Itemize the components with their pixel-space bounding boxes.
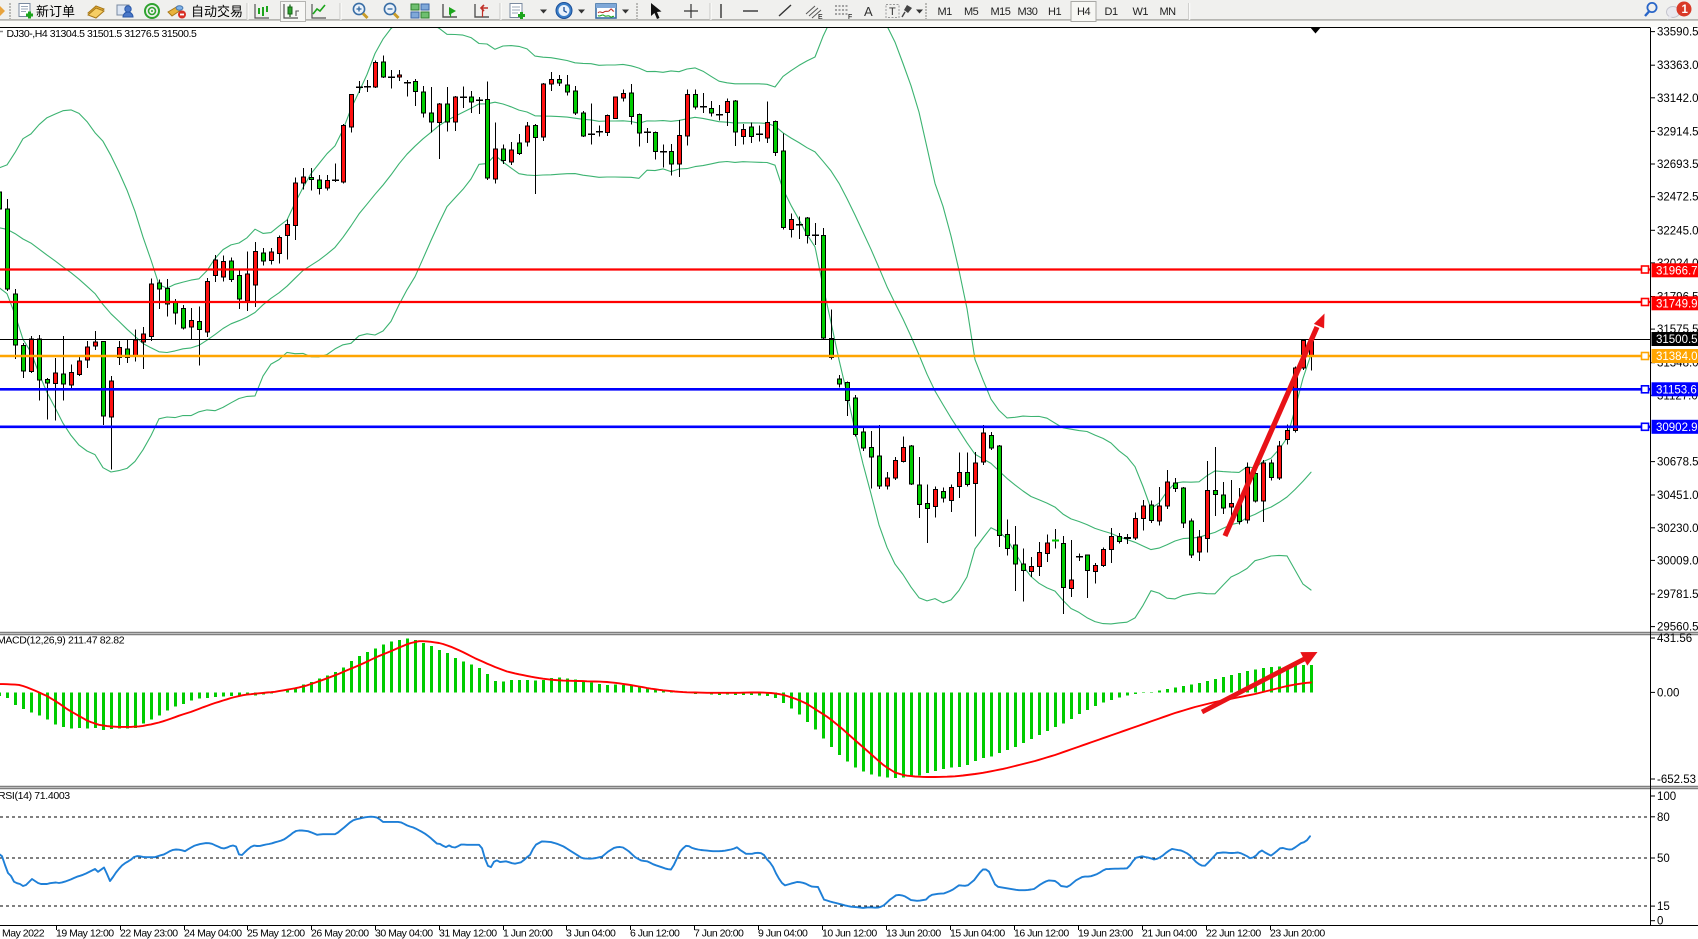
svg-text:10 Jun 12:00: 10 Jun 12:00 <box>822 928 877 939</box>
svg-text:31384.0: 31384.0 <box>1656 351 1698 363</box>
svg-text:30 May 04:00: 30 May 04:00 <box>375 928 433 939</box>
svg-text:30902.9: 30902.9 <box>1656 422 1698 434</box>
svg-text:24 May 04:00: 24 May 04:00 <box>184 928 242 939</box>
svg-text:23 Jun 20:00: 23 Jun 20:00 <box>1270 928 1325 939</box>
svg-text:32245.0: 32245.0 <box>1657 225 1698 237</box>
svg-text:May 2022: May 2022 <box>2 928 45 939</box>
svg-text:H4: H4 <box>1077 6 1090 18</box>
svg-text:19 Jun 23:00: 19 Jun 23:00 <box>1078 928 1133 939</box>
svg-text:D1: D1 <box>1105 6 1118 18</box>
svg-text:31 May 12:00: 31 May 12:00 <box>439 928 497 939</box>
svg-text:29560.5: 29560.5 <box>1657 622 1698 634</box>
svg-text:3 Jun 04:00: 3 Jun 04:00 <box>566 928 616 939</box>
svg-text:33363.0: 33363.0 <box>1657 60 1698 72</box>
svg-text:-652.53: -652.53 <box>1657 774 1696 786</box>
svg-text:31500.5: 31500.5 <box>1656 334 1698 346</box>
svg-text:0.00: 0.00 <box>1657 687 1679 699</box>
svg-text:30678.5: 30678.5 <box>1657 457 1698 469</box>
svg-text:25 May 12:00: 25 May 12:00 <box>247 928 305 939</box>
svg-text:30451.0: 30451.0 <box>1657 490 1698 502</box>
svg-text:32472.5: 32472.5 <box>1657 192 1698 204</box>
svg-text:31966.7: 31966.7 <box>1656 265 1698 277</box>
svg-text:7 Jun 20:00: 7 Jun 20:00 <box>694 928 744 939</box>
svg-text:9 Jun 04:00: 9 Jun 04:00 <box>758 928 808 939</box>
svg-text:MACD(12,26,9) 211.47 82.82: MACD(12,26,9) 211.47 82.82 <box>0 635 125 647</box>
svg-text:1 Jun 20:00: 1 Jun 20:00 <box>503 928 553 939</box>
svg-text:31749.9: 31749.9 <box>1656 298 1698 310</box>
svg-text:50: 50 <box>1657 853 1670 865</box>
svg-text:100: 100 <box>1657 791 1676 803</box>
svg-text:A: A <box>864 4 873 19</box>
svg-text:0: 0 <box>1657 916 1663 928</box>
svg-text:新订单: 新订单 <box>36 4 75 19</box>
svg-text:RSI(14) 71.4003: RSI(14) 71.4003 <box>0 790 70 802</box>
svg-text:16 Jun 12:00: 16 Jun 12:00 <box>1014 928 1069 939</box>
svg-text:29781.5: 29781.5 <box>1657 589 1698 601</box>
svg-text:21 Jun 04:00: 21 Jun 04:00 <box>1142 928 1197 939</box>
svg-text:30230.0: 30230.0 <box>1657 523 1698 535</box>
svg-text:1: 1 <box>1682 4 1689 16</box>
svg-text:13 Jun 20:00: 13 Jun 20:00 <box>886 928 941 939</box>
svg-text:22 May 23:00: 22 May 23:00 <box>120 928 178 939</box>
svg-text:M30: M30 <box>1018 6 1038 18</box>
svg-text:M15: M15 <box>991 6 1011 18</box>
svg-text:M5: M5 <box>964 6 979 18</box>
svg-text:80: 80 <box>1657 812 1670 824</box>
svg-text:F: F <box>848 14 852 21</box>
svg-text:自动交易: 自动交易 <box>191 4 243 19</box>
svg-text:15: 15 <box>1657 901 1670 913</box>
svg-text:W1: W1 <box>1133 6 1149 18</box>
svg-text:M1: M1 <box>938 6 953 18</box>
svg-text:26 May 20:00: 26 May 20:00 <box>311 928 369 939</box>
svg-text:33590.5: 33590.5 <box>1657 27 1698 39</box>
svg-text:H1: H1 <box>1048 6 1061 18</box>
svg-text:DJ30-,H4 31304.5 31501.5 3127: DJ30-,H4 31304.5 31501.5 31276.5 31500.5 <box>7 28 197 40</box>
svg-text:22 Jun 12:00: 22 Jun 12:00 <box>1206 928 1261 939</box>
svg-text:431.56: 431.56 <box>1657 633 1692 645</box>
svg-text:33142.0: 33142.0 <box>1657 93 1698 105</box>
svg-text:30009.0: 30009.0 <box>1657 555 1698 567</box>
svg-text:32693.5: 32693.5 <box>1657 159 1698 171</box>
svg-text:E: E <box>818 14 823 21</box>
svg-text:32914.5: 32914.5 <box>1657 126 1698 138</box>
svg-text:6 Jun 12:00: 6 Jun 12:00 <box>630 928 680 939</box>
svg-text:MN: MN <box>1160 6 1177 18</box>
svg-text:T: T <box>889 6 896 18</box>
svg-text:15 Jun 04:00: 15 Jun 04:00 <box>950 928 1005 939</box>
svg-text:31153.6: 31153.6 <box>1656 384 1697 396</box>
svg-text:19 May 12:00: 19 May 12:00 <box>56 928 114 939</box>
